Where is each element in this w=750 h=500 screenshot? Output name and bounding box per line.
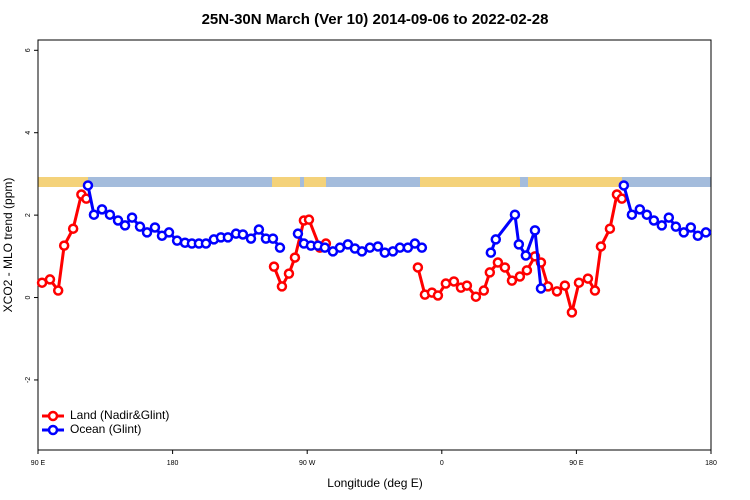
data-point (289, 252, 301, 263)
data-point (529, 225, 541, 236)
series-line (416, 191, 623, 313)
data-point (112, 215, 124, 226)
data-point (535, 283, 547, 294)
data-point (82, 180, 94, 191)
data-point (566, 307, 578, 318)
x-tick-label: 90 E (31, 460, 46, 467)
data-point (582, 273, 594, 284)
data-point (685, 222, 697, 233)
data-point (88, 209, 100, 220)
legend-label: Ocean (Glint) (70, 422, 141, 436)
data-point (573, 277, 585, 288)
y-tick-label: 0 (25, 295, 32, 299)
data-point (274, 242, 286, 253)
x-tick-label: 180 (705, 460, 717, 467)
data-point (104, 209, 116, 220)
data-point (440, 278, 452, 289)
data-point (319, 242, 331, 253)
plot-frame (37, 39, 712, 451)
map-strip (38, 177, 711, 187)
data-point (283, 268, 295, 279)
data-point (559, 280, 571, 291)
data-point (245, 233, 257, 244)
data-point (303, 214, 315, 225)
data-point (618, 180, 630, 191)
data-point (356, 246, 368, 257)
x-tick-label: 90 E (569, 460, 584, 467)
data-point (656, 220, 668, 231)
legend-swatch-marker (47, 410, 59, 422)
data-point (412, 262, 424, 273)
y-tick-label: 6 (25, 48, 32, 52)
data-point (67, 223, 79, 234)
data-point (521, 265, 533, 276)
data-point (119, 220, 131, 231)
data-point (692, 230, 704, 241)
data-point (126, 212, 138, 223)
x-tick-label: 0 (440, 460, 444, 467)
chart-title: 25N-30N March (Ver 10) 2014-09-06 to 202… (202, 11, 549, 28)
y-tick-label: 4 (25, 131, 32, 135)
data-point (416, 242, 428, 253)
data-point (626, 209, 638, 220)
data-point (253, 224, 265, 235)
data-point (163, 227, 175, 238)
data-point (616, 193, 628, 204)
data-point (648, 215, 660, 226)
data-point (678, 227, 690, 238)
data-point (478, 285, 490, 296)
x-axis-label: Longitude (deg E) (327, 476, 422, 490)
data-point (700, 227, 712, 238)
data-point (670, 221, 682, 232)
legend-label: Land (Nadir&Glint) (70, 408, 169, 422)
data-point (432, 290, 444, 301)
data-point (513, 239, 525, 250)
data-point (52, 285, 64, 296)
data-point (506, 275, 518, 286)
data-point (276, 281, 288, 292)
data-point (509, 209, 521, 220)
data-point (141, 227, 153, 238)
data-point (268, 261, 280, 272)
data-point (149, 222, 161, 233)
legend: Land (Nadir&Glint)Ocean (Glint) (42, 408, 169, 436)
y-tick-label: -2 (25, 377, 32, 383)
data-point (551, 286, 563, 297)
data-point (485, 247, 497, 258)
data-point (44, 274, 56, 285)
data-point (461, 280, 473, 291)
data-point (634, 204, 646, 215)
data-point (448, 276, 460, 287)
data-point (372, 241, 384, 252)
data-point (267, 233, 279, 244)
x-tick-label: 180 (167, 460, 179, 467)
data-point (134, 221, 146, 232)
legend-swatch-marker (47, 424, 59, 436)
data-point (514, 271, 526, 282)
data-point (470, 291, 482, 302)
x-tick-label: 90 W (299, 460, 316, 467)
data-point (58, 240, 70, 251)
data-point (96, 204, 108, 215)
data-point (492, 257, 504, 268)
data-point (604, 223, 616, 234)
data-point (222, 232, 234, 243)
data-point (379, 247, 391, 258)
y-axis-label: XCO2 - MLO trend (ppm) (1, 178, 15, 313)
data-point (364, 242, 376, 253)
data-point (663, 212, 675, 223)
data-point (490, 234, 502, 245)
data-point (499, 262, 511, 273)
data-point (589, 285, 601, 296)
data-point (200, 238, 212, 249)
data-point (595, 241, 607, 252)
data-point (484, 267, 496, 278)
y-tick-label: 2 (25, 213, 32, 217)
data-point (292, 228, 304, 239)
data-point (520, 250, 532, 261)
data-point (641, 209, 653, 220)
data-point (237, 229, 249, 240)
